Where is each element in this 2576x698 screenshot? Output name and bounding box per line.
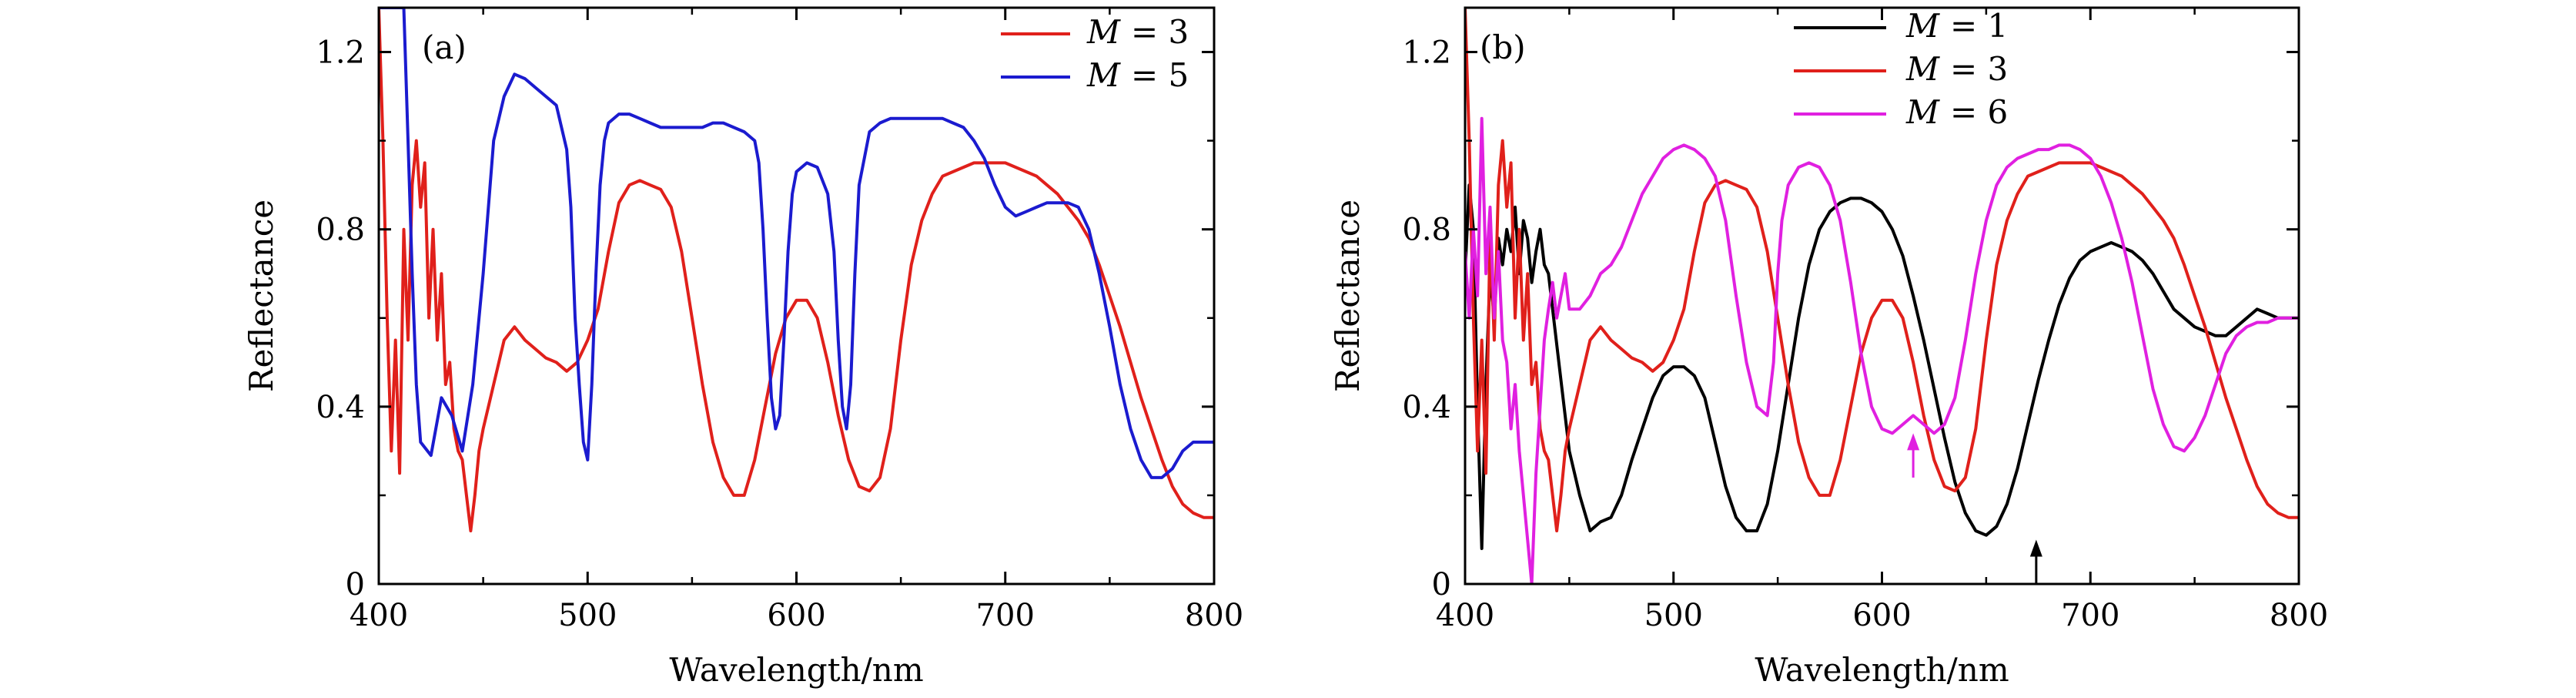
- legend-symbol: M: [1905, 50, 1940, 88]
- y-axis-label: Reflectance: [1329, 200, 1367, 392]
- panel-a: 400 500 600 700 800 0 0.4 0.8 1.2 Wavelength/nm Re…: [243, 6, 1243, 689]
- legend: M = 1 M = 3 M = 6: [1794, 7, 2008, 131]
- series-line-3: [1465, 8, 2299, 532]
- series-group: [1465, 8, 2299, 584]
- y-tick-label: 1.2: [1402, 35, 1451, 71]
- legend-symbol: M: [1905, 7, 1940, 45]
- legend-symbol: M: [1905, 93, 1940, 131]
- series-line-5: [379, 8, 1214, 479]
- x-tick-label: 700: [976, 598, 1035, 633]
- panel-b: 400 500 600 700 800 0 0.4 0.8 1.2 Wavelength/nm Re…: [1329, 6, 2328, 689]
- legend-symbol: M: [1086, 56, 1121, 94]
- y-tick-label: 1.2: [316, 35, 365, 71]
- y-axis-label: Reflectance: [243, 200, 280, 392]
- legend-value: = 3: [1950, 50, 2008, 88]
- legend-entry: M = 1: [1905, 7, 2008, 45]
- x-tick-label: 500: [1644, 598, 1703, 633]
- legend-entry: M = 3: [1905, 50, 2008, 88]
- annotation-arrowhead: [2029, 539, 2042, 557]
- panel-label: (a): [422, 29, 467, 66]
- y-tick-label: 0.4: [316, 390, 365, 425]
- legend-value: = 1: [1950, 7, 2008, 45]
- x-tick-label: 800: [1185, 598, 1243, 633]
- legend-entry: M = 6: [1905, 93, 2008, 131]
- y-tick-label: 0.8: [1402, 213, 1451, 248]
- y-tick-label: 0.8: [316, 213, 365, 248]
- legend-entry: M = 5: [1086, 56, 1189, 94]
- panel-label: (b): [1480, 29, 1526, 66]
- series-line-1: [1465, 183, 2299, 550]
- series-line-6: [1465, 116, 2299, 584]
- x-tick-label: 400: [350, 598, 408, 633]
- x-tick-label: 600: [1852, 598, 1911, 633]
- x-tick-label: 700: [2061, 598, 2119, 633]
- x-tick-label: 500: [558, 598, 617, 633]
- annotation-arrowhead: [1907, 433, 1920, 451]
- legend-value: = 3: [1131, 13, 1189, 51]
- x-axis-label: Wavelength/nm: [669, 651, 923, 689]
- legend-entry: M = 3: [1086, 13, 1189, 51]
- y-tick-label: 0: [1432, 567, 1451, 602]
- x-tick-label: 600: [767, 598, 825, 633]
- series-line-3: [379, 8, 1214, 532]
- x-tick-label: 800: [2270, 598, 2328, 633]
- legend-symbol: M: [1086, 13, 1121, 51]
- series-group: [379, 8, 1214, 532]
- legend-value: = 5: [1131, 56, 1189, 94]
- x-axis-label: Wavelength/nm: [1755, 651, 2009, 689]
- x-tick-label: 400: [1436, 598, 1494, 633]
- legend: M = 3 M = 5: [1001, 13, 1189, 94]
- y-tick-label: 0: [346, 567, 365, 602]
- legend-value: = 6: [1950, 93, 2008, 131]
- y-tick-label: 0.4: [1402, 390, 1451, 425]
